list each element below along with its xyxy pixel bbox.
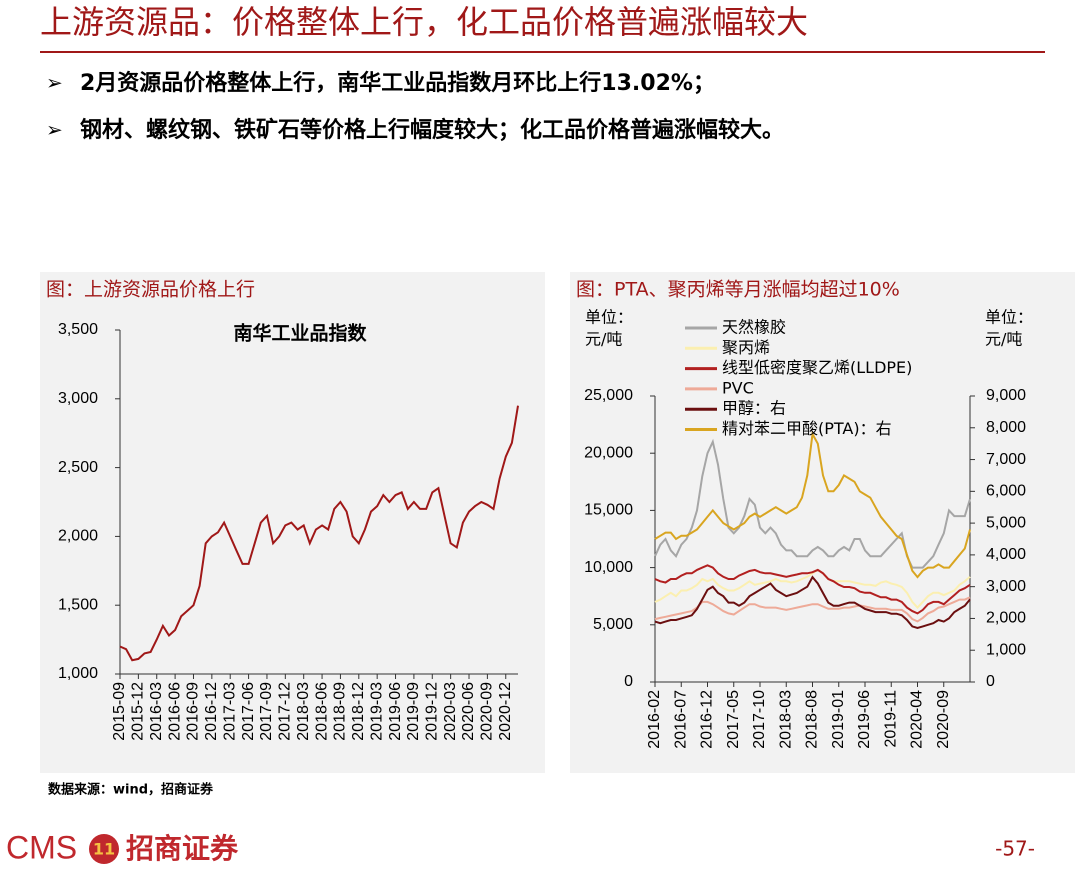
x-tick-label: 2019-12 [423,682,440,741]
x-tick-label: 2019-09 [405,682,422,741]
y2-tick-label: 0 [986,673,995,690]
y-tick-label: 20,000 [584,444,633,461]
logo-company: 招商证券 [126,832,239,865]
x-tick-label: 2020-04 [909,690,926,749]
bullet-arrow: ➢ [46,118,63,142]
y-tick-label: 5,000 [593,616,633,633]
x-tick-label: 2016-07 [672,690,689,749]
x-tick-label: 2017-10 [751,690,768,749]
series-line [119,405,519,662]
y-tick-label: 2,500 [58,459,98,476]
x-tick-label: 2020-03 [442,682,459,741]
x-tick-label: 2015-09 [111,682,128,741]
x-tick-label: 2018-08 [804,690,821,749]
y2-tick-label: 7,000 [986,451,1026,468]
series-line [654,430,971,579]
bullet: 2月资源品价格整体上行，南华工业品指数月环比上行13.02%； [80,70,715,96]
x-tick-label: 2019-03 [368,682,385,741]
legend-label: 线型低密度聚乙烯(LLDPE) [722,358,912,377]
x-tick-label: 2017-06 [240,682,257,741]
x-tick-label: 2020-06 [460,682,477,741]
y2-tick-label: 3,000 [986,578,1026,595]
x-tick-label: 2016-03 [148,682,165,741]
x-tick-label: 2018-06 [313,682,330,741]
slide-title: 上游资源品：价格整体上行，化工品价格普遍涨幅较大 [40,3,808,41]
x-tick-label: 2018-09 [332,682,349,741]
y-tick-label: 2,000 [58,528,98,545]
x-tick-label: 2020-12 [497,682,514,741]
series-line [654,575,971,630]
y-tick-label: 3,000 [58,390,98,407]
y-tick-label: 10,000 [584,559,633,576]
axis-unit: 元/吨 [585,330,622,349]
x-tick-label: 2016-02 [646,690,663,749]
y-tick-label: 25,000 [584,387,633,404]
x-tick-label: 2020-09 [935,690,952,749]
y-tick-label: 0 [624,673,633,690]
legend-label: 甲醇：右 [722,399,786,418]
x-tick-label: 2017-12 [277,682,294,741]
x-tick-label: 2020-09 [479,682,496,741]
x-tick-label: 2018-03 [295,682,312,741]
x-tick-label: 2019-06 [856,690,873,749]
series-line [654,438,971,569]
y2-tick-label: 8,000 [986,419,1026,436]
x-tick-label: 2015-12 [130,682,147,741]
source: 数据来源：wind，招商证券 [48,782,214,798]
chart-panel [570,272,1075,773]
x-tick-label: 2019-11 [882,690,899,748]
x-tick-label: 2019-01 [830,690,847,749]
y-tick-label: 15,000 [584,502,633,519]
page-number: -57- [995,837,1035,861]
x-tick-label: 2018-03 [777,690,794,749]
axis-unit: 单位： [585,308,633,327]
bullet-arrow: ➢ [46,71,63,95]
y2-tick-label: 9,000 [986,387,1026,404]
x-tick-label: 2017-09 [258,682,275,741]
x-tick-label: 2017-05 [725,690,742,749]
series-line [654,596,971,623]
y2-tick-label: 4,000 [986,546,1026,563]
x-tick-label: 2016-12 [203,682,220,741]
y2-tick-label: 1,000 [986,641,1026,658]
logo-text: CMS [6,829,77,865]
series-line [654,568,971,610]
x-tick-label: 2018-12 [350,682,367,741]
bullet: 钢材、螺纹钢、铁矿石等价格上行幅度较大；化工品价格普遍涨幅较大。 [80,117,784,143]
legend-label: 天然橡胶 [722,318,786,337]
legend-label: 精对苯二甲酸(PTA)：右 [722,419,892,438]
x-tick-label: 2016-06 [166,682,183,741]
chart-title: 南华工业品指数 [233,322,367,345]
axis-unit: 单位： [985,308,1033,327]
logo-icon-mark: 11 [93,840,115,859]
legend-label: 聚丙烯 [722,338,770,357]
chart-caption: 图：上游资源品价格上行 [46,279,255,301]
axis-unit: 元/吨 [985,330,1022,349]
legend-label: PVC [722,378,754,397]
y-tick-label: 3,500 [58,321,98,338]
y-tick-label: 1,500 [58,596,98,613]
y2-tick-label: 2,000 [986,610,1026,627]
chart-caption: 图：PTA、聚丙烯等月涨幅均超过10% [576,279,900,301]
y-tick-label: 1,000 [58,665,98,682]
logo-icon [89,834,119,864]
y2-tick-label: 6,000 [986,483,1026,500]
x-tick-label: 2017-03 [221,682,238,741]
x-tick-label: 2019-06 [387,682,404,741]
y2-tick-label: 5,000 [986,514,1026,531]
x-tick-label: 2016-09 [185,682,202,741]
x-tick-label: 2016-12 [699,690,716,749]
series-line [654,564,971,615]
